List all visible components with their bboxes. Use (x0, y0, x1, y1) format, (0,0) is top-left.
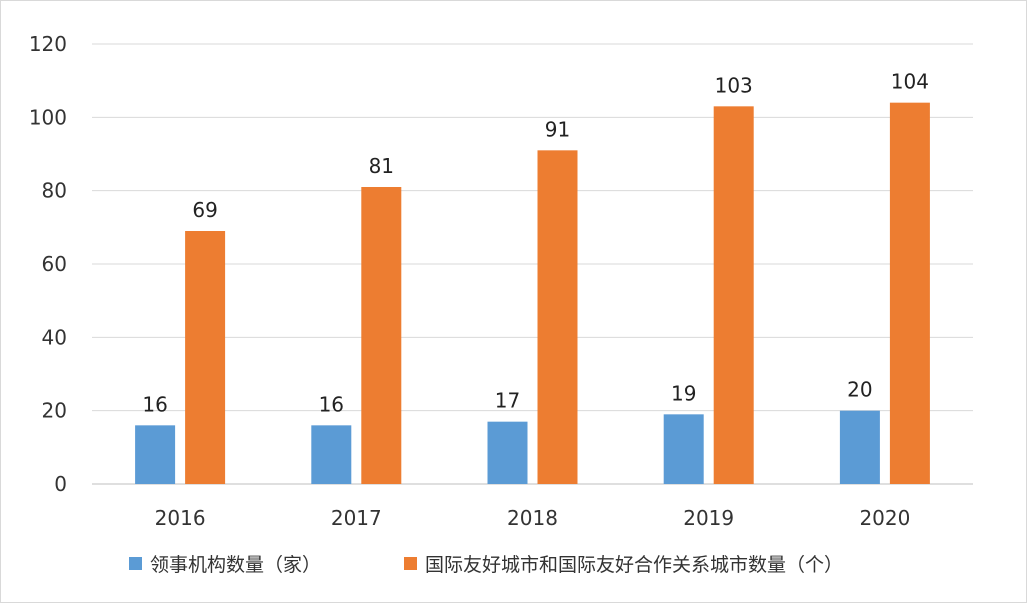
bar-series0-2019 (663, 414, 704, 484)
data-label-series1-2016: 69 (192, 198, 217, 222)
bar-series1-2018 (537, 150, 578, 485)
data-labels: 16 69 16 81 17 91 19 103 20 104 (142, 70, 929, 417)
legend-swatch-sister-cities (404, 556, 417, 570)
legend-item-sister-cities: 国际友好城市和国际友好合作关系城市数量（个） (404, 549, 843, 577)
legend-swatch-consulates (129, 556, 142, 570)
data-label-series1-2018: 91 (545, 117, 570, 141)
legend-item-consulates: 领事机构数量（家） (129, 549, 321, 577)
y-tick-label-0: 0 (54, 472, 67, 496)
x-tick-label-2018: 2018 (507, 506, 558, 530)
bar-series1-2016 (185, 231, 226, 484)
x-axis-ticks: 2016 2017 2018 2019 2020 (155, 506, 911, 530)
bar-series0-2017 (311, 425, 352, 484)
bar-series0-2018 (487, 421, 528, 484)
data-label-series1-2017: 81 (369, 154, 394, 178)
data-label-series0-2019: 19 (671, 381, 696, 405)
y-tick-label-40: 40 (42, 325, 67, 349)
bar-series1-2017 (361, 187, 402, 484)
data-label-series0-2020: 20 (847, 378, 872, 402)
y-axis-ticks: 0 20 40 60 80 100 120 (29, 32, 67, 496)
y-tick-label-120: 120 (29, 32, 67, 56)
gridlines (92, 43, 973, 485)
x-tick-label-2017: 2017 (331, 506, 382, 530)
data-label-series1-2020: 104 (891, 70, 929, 94)
x-tick-label-2016: 2016 (155, 506, 206, 530)
y-tick-label-80: 80 (42, 179, 67, 203)
data-label-series0-2017: 16 (319, 392, 344, 416)
bar-series0-2016 (135, 425, 176, 484)
data-label-series0-2018: 17 (495, 389, 520, 413)
bar-series1-2019 (713, 106, 754, 484)
y-tick-label-20: 20 (42, 399, 67, 423)
legend-label-consulates: 领事机构数量（家） (150, 553, 322, 576)
y-tick-label-100: 100 (29, 105, 67, 129)
data-label-series1-2019: 103 (715, 73, 753, 97)
bars (135, 102, 930, 485)
bar-series0-2020 (839, 410, 880, 484)
data-label-series0-2016: 16 (142, 392, 167, 416)
bar-series1-2020 (889, 102, 930, 485)
x-tick-label-2019: 2019 (683, 506, 734, 530)
x-tick-label-2020: 2020 (859, 506, 910, 530)
legend-label-sister-cities: 国际友好城市和国际友好合作关系城市数量（个） (425, 553, 844, 576)
y-tick-label-60: 60 (42, 252, 67, 276)
